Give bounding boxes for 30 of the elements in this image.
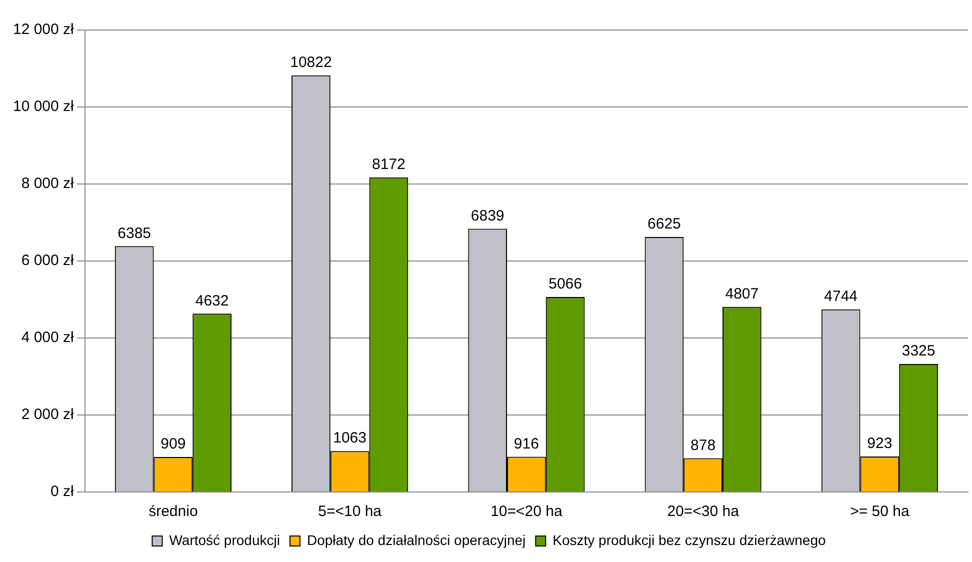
y-tick-label: 12 000 zł: [12, 21, 75, 38]
data-label: 878: [690, 436, 716, 454]
legend-label: Koszty produkcji bez czynszu dzierżawnego: [552, 532, 826, 548]
data-label: 5066: [548, 276, 582, 293]
data-label: 10822: [290, 54, 332, 71]
y-tick-label: 6 000 zł: [21, 252, 75, 270]
data-label: 6385: [118, 224, 152, 242]
data-label: 909: [160, 436, 186, 453]
data-label: 6625: [648, 216, 681, 233]
legend-label: Dopłaty do działalności operacyjnej: [306, 532, 526, 548]
data-label: 4807: [725, 286, 759, 303]
x-tick-label: >= 50 ha: [850, 503, 910, 520]
y-tick-label: 4 000 zł: [21, 329, 75, 346]
data-label: 916: [514, 435, 539, 452]
y-tick-label: 0 zł: [50, 483, 75, 500]
legend-label: Wartość produkcji: [169, 532, 280, 548]
x-tick-label: średnio: [148, 503, 198, 520]
y-tick-label: 10 000 zł: [12, 98, 75, 116]
y-tick-label: 2 000 zł: [21, 406, 75, 424]
data-label: 1063: [333, 430, 367, 447]
data-label: 4744: [824, 288, 858, 305]
x-tick-label: 20=<30 ha: [667, 503, 740, 520]
data-label: 4632: [195, 292, 229, 310]
y-tick-label: 8 000 zł: [21, 175, 75, 192]
x-tick-label: 5=<10 ha: [318, 503, 382, 520]
data-label: 6839: [470, 207, 504, 224]
data-label: 8172: [372, 156, 406, 174]
data-label: 923: [867, 435, 892, 452]
data-label: 3325: [902, 342, 936, 360]
x-tick-label: 10=<20 ha: [490, 503, 563, 520]
